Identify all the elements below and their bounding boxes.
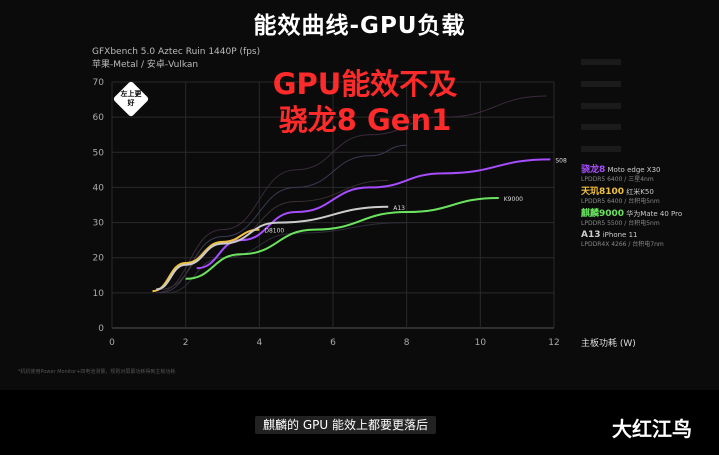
x-tick-label: 10 [475,338,487,348]
x-tick-label: 12 [548,338,559,348]
brand-watermark: 大红江鸟 [612,417,692,441]
headline-overlay: GPU能效不及 骁龙8 Gen1 [240,66,490,138]
legend-placeholder-row [581,78,716,100]
efficiency-chart: 0 10 20 30 40 50 60 70 0 2 4 6 8 10 12 S08 D8100 K9000 A13 [93,78,567,348]
legend-chip-name: A13 [581,230,601,241]
background-curve [159,144,407,294]
x-tick-label: 6 [330,338,336,348]
legend-placeholder-row [581,143,716,165]
video-frame [0,0,719,390]
y-tick-label: 30 [93,219,105,229]
legend-device: iPhone 11 [600,231,638,240]
background-curve [159,179,389,290]
footnote: *机机使用Power Monitor+四电池测量，规则对屏幕功耗得到主板功耗 [18,369,176,375]
background-curve [167,222,407,294]
legend-chip-name: 骁龙8 [581,164,606,175]
series-line [185,196,499,280]
series-end-label: A13 [393,205,405,212]
subtitle-line-1: GFXbench 5.0 Aztec Ruin 1440P (fps) [92,47,261,57]
legend-entry: 骁龙8 Moto edge X30 LPDDR5 6400 / 三星4nm [581,165,716,187]
legend-spec: LPDDR4X 4266 / 台积电7nm [581,241,664,249]
legend-device: 红米K50 [624,187,654,196]
y-tick-label: 40 [93,183,105,193]
video-caption: 麒麟的 GPU 能效上都要更落后 [255,416,436,434]
series-end-label: D8100 [264,228,284,235]
series-line [152,228,260,293]
y-tick-label: 20 [93,254,105,264]
legend-entry: A13 iPhone 11 LPDDR4X 4266 / 台积电7nm [581,230,716,252]
series-end-label: K9000 [504,196,523,203]
legend-entry: 麒麟9000 华为Mate 40 Pro LPDDR5 5500 / 台积电5nm [581,209,716,231]
y-tick-label: 50 [93,148,105,158]
legend-chip-name: 天玑8100 [581,186,625,197]
y-tick-label: 10 [93,289,105,299]
legend-device: Moto edge X30 [605,165,661,174]
legend-placeholder-row [581,100,716,122]
series-line [156,205,389,291]
series-end-label: S08 [555,157,567,164]
x-tick-label: 0 [109,338,115,348]
legend-chip-name: 麒麟9000 [581,208,625,219]
subtitle-line-2: 苹果-Metal / 安卓-Vulkan [92,60,199,70]
x-tick-label: 4 [256,338,262,348]
legend-placeholder-row [581,121,716,143]
legend-device: 华为Mate 40 Pro [624,209,683,218]
legend-placeholder-row [581,56,716,78]
y-tick-label: 0 [98,324,104,334]
chart-subtitle: GFXbench 5.0 Aztec Ruin 1440P (fps) 苹果-M… [92,46,260,72]
x-tick-label: 8 [404,338,410,348]
legend-spec: LPDDR5 5500 / 台积电5nm [581,219,660,227]
overlay-line-2: 骁龙8 Gen1 [278,103,452,137]
chart-legend: 骁龙8 Moto edge X30 LPDDR5 6400 / 三星4nm 天玑81… [581,56,716,252]
x-tick-label: 2 [183,338,189,348]
x-axis-label: 主板功耗 (W) [581,339,636,349]
legend-spec: LPDDR5 6400 / 三星4nm [581,175,654,183]
y-tick-label: 60 [93,113,105,123]
background-curve [156,95,547,294]
legend-spec: LPDDR5 6400 / 台积电5nm [581,197,660,205]
legend-entry: 天玑8100 红米K50 LPDDR5 6400 / 台积电5nm [581,187,716,209]
overlay-line-1: GPU能效不及 [272,67,458,101]
page-title: 能效曲线-GPU负载 [253,13,466,39]
y-tick-label: 70 [93,78,105,88]
